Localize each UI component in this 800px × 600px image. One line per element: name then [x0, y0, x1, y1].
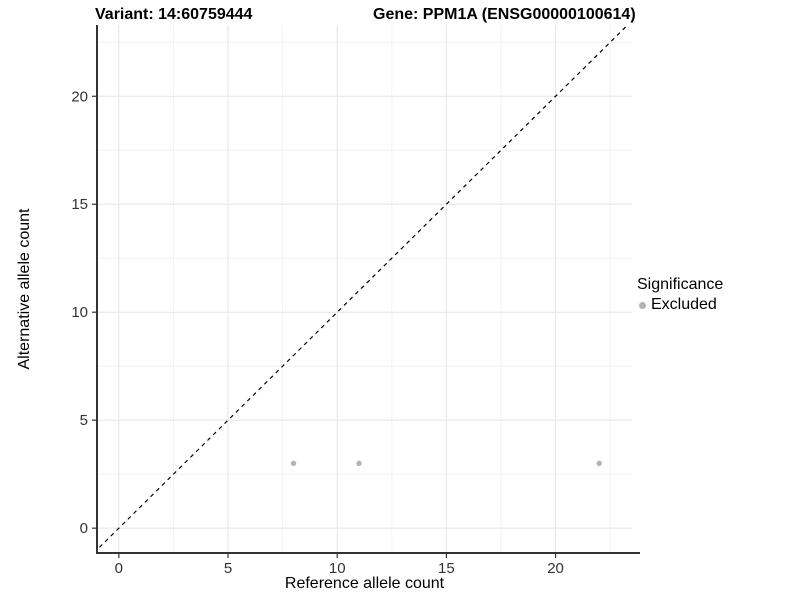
- legend-entry-label: Excluded: [651, 296, 717, 313]
- x-tick-label: 15: [438, 560, 455, 577]
- y-tick-label: 0: [80, 520, 88, 537]
- identity-dashed-line: [97, 25, 629, 551]
- y-tick-label: 10: [71, 304, 88, 321]
- y-tick-label: 15: [71, 196, 88, 213]
- legend: Significance Excluded: [637, 276, 723, 314]
- gene-title: Gene: PPM1A (ENSG00000100614): [373, 6, 636, 23]
- data-point: [596, 460, 602, 467]
- x-tick-label: 20: [547, 560, 564, 577]
- legend-entry-excluded: Excluded: [637, 296, 723, 314]
- y-axis-title: Alternative allele count: [16, 208, 33, 370]
- excluded-point-icon: [639, 301, 646, 309]
- x-tick-label: 10: [329, 560, 346, 577]
- legend-title: Significance: [637, 276, 724, 293]
- y-tick-label: 20: [71, 88, 88, 105]
- y-tick-label: 5: [80, 412, 88, 429]
- x-tick-label: 0: [115, 560, 123, 577]
- x-tick-label: 5: [224, 560, 232, 577]
- data-point: [356, 460, 362, 467]
- x-axis-title: Reference allele count: [284, 575, 445, 592]
- data-point: [290, 460, 297, 467]
- variant-title: Variant: 14:60759444: [95, 6, 253, 23]
